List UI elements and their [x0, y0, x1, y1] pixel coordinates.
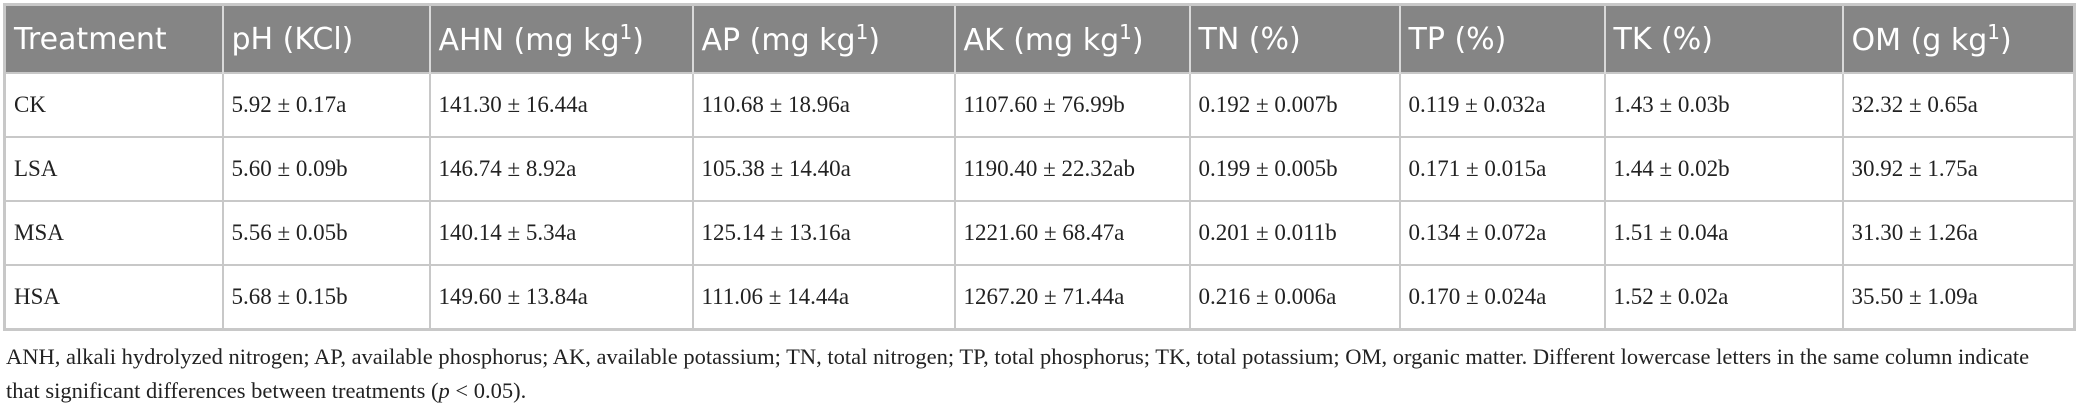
table-cell: 105.38 ± 14.40a [691, 136, 956, 202]
table-row: LSA 5.60 ± 0.09b 146.74 ± 8.92a 105.38 ± 14… [3, 136, 2076, 202]
header-superscript: 1 [1119, 20, 1132, 44]
table-body: CK 5.92 ± 0.17a 141.30 ± 16.44a 110.68 ± 18… [3, 72, 2076, 331]
header-cell: OM (g kg1) [1841, 4, 2075, 73]
header-text: AP (mg kg [701, 23, 856, 58]
header-text: AK (mg kg [963, 23, 1120, 58]
header-text: pH (KCl) [231, 21, 354, 57]
header-cell: AHN (mg kg1) [428, 4, 693, 73]
table-cell: LSA [3, 136, 224, 202]
table-cell: 1221.60 ± 68.47a [953, 200, 1191, 266]
table-cell: 5.60 ± 0.09b [221, 136, 431, 202]
header-superscript: 1 [855, 20, 869, 44]
table-cell: 0.216 ± 0.006a [1188, 264, 1401, 331]
table-row: HSA 5.68 ± 0.15b 149.60 ± 13.84a 111.06 ± 1… [3, 264, 2076, 331]
header-row: Treatment pH (KCl) AHN (mg kg1) AP (mg kg1)… [3, 4, 2075, 73]
header-text: ) [868, 23, 881, 58]
table-cell: 0.192 ± 0.007b [1188, 72, 1401, 138]
table-cell: 149.60 ± 13.84a [428, 264, 694, 331]
table-cell: 111.06 ± 14.44a [691, 264, 956, 331]
table-cell: 0.134 ± 0.072a [1398, 200, 1606, 266]
table-cell: 1107.60 ± 76.99b [953, 72, 1191, 138]
header-text: ) [1999, 23, 2012, 58]
table-cell: 125.14 ± 13.16a [691, 200, 956, 266]
footnote-text: ANH, alkali hydrolyzed nitrogen; AP, ava… [6, 344, 2030, 403]
header-text: TK (%) [1613, 21, 1713, 57]
header-text: TN (%) [1198, 21, 1301, 57]
header-text: TP (%) [1408, 21, 1507, 57]
table-cell: MSA [3, 200, 224, 266]
header-cell: pH (KCl) [221, 4, 430, 73]
table-cell: 1.44 ± 0.02b [1603, 136, 1844, 202]
table-cell: HSA [3, 264, 224, 331]
header-superscript: 1 [1987, 20, 2000, 44]
table-cell: 1.51 ± 0.04a [1603, 200, 1844, 266]
table-row: CK 5.92 ± 0.17a 141.30 ± 16.44a 110.68 ± 18… [3, 72, 2076, 138]
header-cell: TP (%) [1398, 4, 1605, 73]
header-text: ) [632, 23, 644, 58]
header-cell: Treatment [3, 4, 223, 73]
header-text: OM (g kg [1851, 23, 1988, 58]
table-cell: 1.52 ± 0.02a [1603, 264, 1844, 331]
table-cell: 5.92 ± 0.17a [221, 72, 431, 138]
table-cell: 35.50 ± 1.09a [1841, 264, 2076, 331]
table-cell: 1.43 ± 0.03b [1603, 72, 1844, 138]
header-text: Treatment [14, 21, 167, 57]
table-cell: 0.171 ± 0.015a [1398, 136, 1606, 202]
footnote: ANH, alkali hydrolyzed nitrogen; AP, ava… [6, 340, 2056, 408]
table-cell: 0.201 ± 0.011b [1188, 200, 1401, 266]
header-superscript: 1 [619, 20, 633, 44]
table-cell: 140.14 ± 5.34a [428, 200, 694, 266]
header-cell: TN (%) [1188, 4, 1400, 73]
header-cell: AK (mg kg1) [953, 4, 1190, 73]
table-cell: 5.68 ± 0.15b [221, 264, 431, 331]
table-cell: CK [3, 72, 224, 138]
header-text: ) [1131, 23, 1144, 58]
table-cell: 32.32 ± 0.65a [1841, 72, 2076, 138]
table-cell: 0.119 ± 0.032a [1398, 72, 1606, 138]
table-cell: 5.56 ± 0.05b [221, 200, 431, 266]
table-cell: 1267.20 ± 71.44a [953, 264, 1191, 331]
table-row: MSA 5.56 ± 0.05b 140.14 ± 5.34a 125.14 ± 13… [3, 200, 2076, 266]
footnote-text: < 0.05). [449, 378, 527, 403]
table-cell: 31.30 ± 1.26a [1841, 200, 2076, 266]
data-table: Treatment pH (KCl) AHN (mg kg1) AP (mg kg1)… [3, 3, 2076, 331]
header-cell: AP (mg kg1) [691, 4, 955, 73]
header-cell: TK (%) [1603, 4, 1843, 73]
table-cell: 141.30 ± 16.44a [428, 72, 694, 138]
table-cell: 0.199 ± 0.005b [1188, 136, 1401, 202]
table-cell: 1190.40 ± 22.32ab [953, 136, 1191, 202]
footnote-italic: p [438, 378, 450, 403]
table-cell: 110.68 ± 18.96a [691, 72, 956, 138]
table-cell: 0.170 ± 0.024a [1398, 264, 1606, 331]
table-cell: 146.74 ± 8.92a [428, 136, 694, 202]
table-cell: 30.92 ± 1.75a [1841, 136, 2076, 202]
header-text: AHN (mg kg [438, 23, 620, 58]
